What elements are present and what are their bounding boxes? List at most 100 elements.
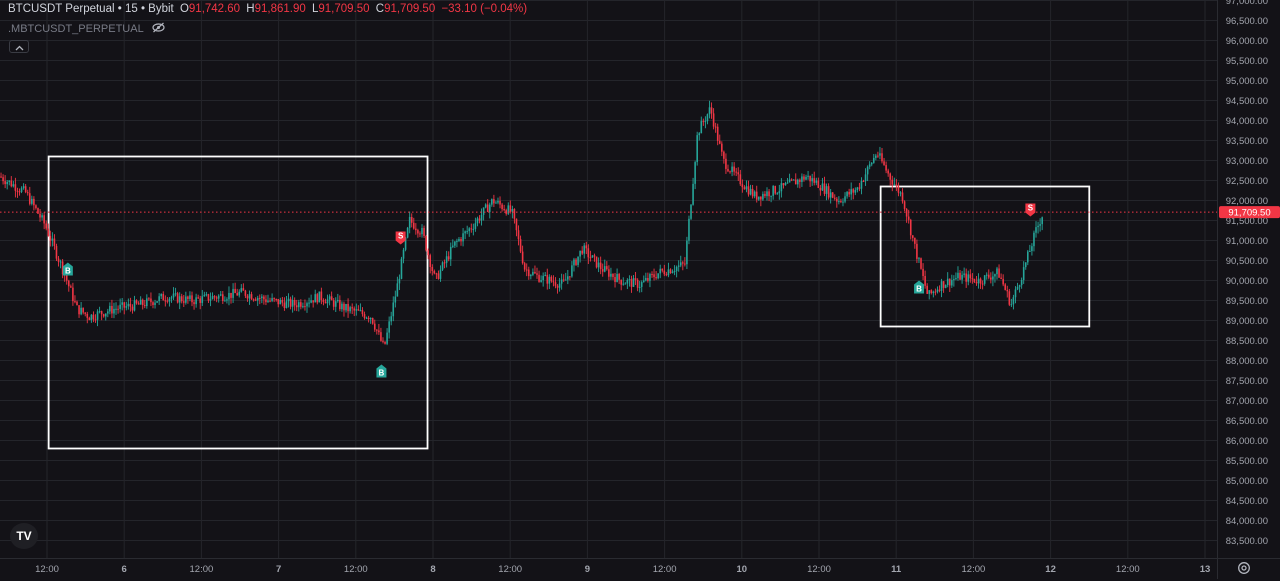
candle-body <box>1031 246 1033 251</box>
candle-body <box>690 204 692 219</box>
candle-body <box>525 269 528 271</box>
candle-body <box>359 310 362 312</box>
candle-body <box>959 272 961 280</box>
y-tick-label: 94,500.00 <box>1226 96 1268 107</box>
candle-body <box>998 268 1000 278</box>
candle-body <box>684 263 686 265</box>
candle-body <box>630 279 633 287</box>
candle-body <box>1000 277 1002 279</box>
candle-body <box>180 296 183 302</box>
candle-body <box>476 218 479 224</box>
candle-body <box>369 317 372 320</box>
candle-body <box>725 158 727 169</box>
candle-body <box>1041 217 1043 225</box>
x-tick-label: 13 <box>1200 564 1211 575</box>
sell-marker-label: S <box>1028 204 1034 213</box>
candle-body <box>31 198 33 204</box>
gear-icon[interactable] <box>1236 560 1254 576</box>
candle-body <box>749 188 752 195</box>
candle-body <box>242 288 245 291</box>
candle-body <box>829 192 832 198</box>
candle-body <box>753 191 756 197</box>
candle-body <box>916 243 918 259</box>
buy-marker[interactable]: B <box>914 280 925 294</box>
candle-body <box>135 300 138 304</box>
candle-body <box>349 307 351 312</box>
candle-body <box>102 314 105 317</box>
candle-body <box>948 278 951 286</box>
candle-body <box>4 181 6 185</box>
candle-body <box>406 227 409 238</box>
candle-body <box>887 170 889 174</box>
candle-body <box>897 185 900 193</box>
candle-body <box>441 262 444 270</box>
candle-body <box>589 257 592 259</box>
candle-body <box>772 186 774 196</box>
candle-body <box>143 305 146 307</box>
candle-body <box>511 208 514 212</box>
candle-body <box>538 274 540 282</box>
sell-marker[interactable]: S <box>1025 203 1036 217</box>
candle-body <box>88 317 91 321</box>
candle-body <box>571 265 573 277</box>
buy-marker[interactable]: B <box>376 364 387 378</box>
candle-body <box>544 274 547 276</box>
candle-body <box>969 274 972 279</box>
candle-body <box>848 191 850 195</box>
candle-body <box>404 237 407 250</box>
candle-body <box>244 290 247 296</box>
candle-body <box>794 179 797 185</box>
candle-body <box>846 191 848 197</box>
candle-body <box>491 199 493 205</box>
tradingview-logo[interactable]: TV <box>10 523 38 549</box>
high-label: H <box>246 3 255 15</box>
candle-body <box>599 262 602 270</box>
high-value: 91,861.90 <box>254 3 306 15</box>
x-tick-label: 12 <box>1045 564 1056 575</box>
candle-body <box>258 297 261 299</box>
symbol-name[interactable]: BTCUSDT Perpetual <box>8 3 115 15</box>
candle-body <box>78 305 80 315</box>
candle-body <box>217 295 220 299</box>
x-tick-label: 6 <box>122 564 127 575</box>
buy-marker-shape <box>376 364 387 378</box>
candle-body <box>351 307 353 309</box>
eye-off-icon[interactable] <box>152 22 165 36</box>
candle-body <box>696 135 698 163</box>
candle-body <box>542 275 544 281</box>
candle-body <box>745 186 748 190</box>
interval-label[interactable]: 15 <box>124 3 138 15</box>
candle-body <box>16 190 19 192</box>
candle-body <box>1002 278 1004 285</box>
candle-body <box>499 200 501 205</box>
candle-body <box>585 245 588 249</box>
candle-body <box>893 184 896 186</box>
candle-body <box>786 182 789 184</box>
candle-body <box>955 278 957 280</box>
collapse-legend-button[interactable] <box>9 40 29 53</box>
candle-body <box>332 300 335 307</box>
candle-body <box>712 113 715 127</box>
candle-body <box>985 274 988 276</box>
candle-body <box>879 153 881 156</box>
candle-body <box>6 181 8 185</box>
candle-body <box>454 241 456 246</box>
candle-body <box>768 191 770 197</box>
candle-body <box>22 186 25 189</box>
candle-body <box>201 296 204 303</box>
buy-marker-label: B <box>916 285 922 294</box>
sell-marker[interactable]: S <box>395 231 406 245</box>
candle-body <box>275 298 278 300</box>
candle-body <box>809 175 811 182</box>
indicator-name[interactable]: .MBTCUSDT_PERPETUAL <box>8 22 144 35</box>
candle-body <box>109 305 111 312</box>
y-tick-label: 93,000.00 <box>1226 156 1268 167</box>
candle-body <box>780 183 783 192</box>
buy-marker[interactable]: B <box>62 262 73 276</box>
candle-body <box>158 296 160 302</box>
candle-body <box>638 286 641 288</box>
candle-body <box>817 180 820 188</box>
candle-body <box>975 281 978 284</box>
candle-body <box>119 304 121 309</box>
